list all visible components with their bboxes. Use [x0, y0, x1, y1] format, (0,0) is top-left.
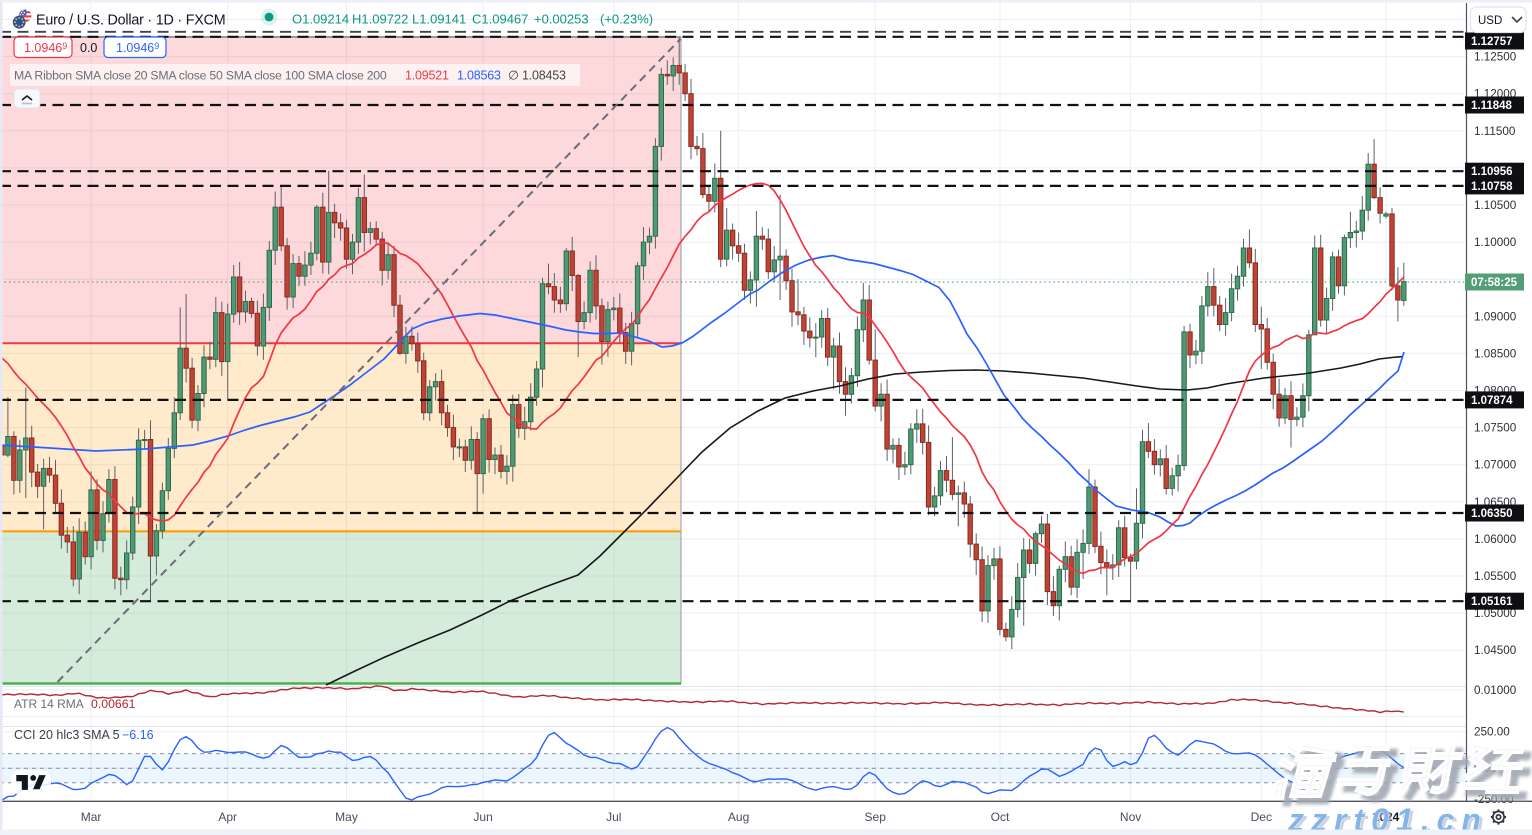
svg-text:1.05000: 1.05000	[1474, 607, 1517, 620]
svg-text:1.12757: 1.12757	[1471, 36, 1513, 48]
svg-text:May: May	[335, 810, 358, 824]
svg-text:1.10500: 1.10500	[1474, 199, 1517, 212]
svg-text:Jun: Jun	[473, 810, 492, 824]
svg-text:−6.16: −6.16	[122, 728, 154, 742]
svg-text:1.07000: 1.07000	[1474, 459, 1517, 472]
svg-text:1.12500: 1.12500	[1474, 51, 1517, 64]
svg-text:0.0: 0.0	[80, 41, 97, 55]
svg-text:Jul: Jul	[606, 810, 621, 824]
svg-text:1.11848: 1.11848	[1471, 100, 1513, 112]
svg-text:Mar: Mar	[81, 810, 102, 824]
svg-text:2024: 2024	[1373, 810, 1400, 824]
svg-text:1.09469: 1.09469	[24, 41, 67, 55]
svg-text:Apr: Apr	[218, 810, 237, 824]
svg-text:∅ 1.08453: ∅ 1.08453	[508, 69, 566, 83]
svg-text:1.07500: 1.07500	[1474, 422, 1517, 435]
svg-text:250.00: 250.00	[1474, 726, 1510, 739]
svg-text:1.07874: 1.07874	[1471, 395, 1513, 407]
svg-text:Sep: Sep	[865, 810, 887, 824]
svg-text:USD: USD	[1478, 15, 1502, 27]
svg-text:Nov: Nov	[1120, 810, 1141, 824]
svg-text:0.00661: 0.00661	[91, 697, 136, 711]
svg-text:1.11500: 1.11500	[1474, 125, 1516, 138]
svg-text:ATR 14 RMA: ATR 14 RMA	[14, 697, 84, 711]
svg-text:1.06350: 1.06350	[1471, 508, 1513, 520]
svg-text:Aug: Aug	[728, 810, 749, 824]
svg-text:1.06000: 1.06000	[1474, 533, 1517, 546]
svg-text:1.04500: 1.04500	[1474, 644, 1517, 657]
svg-text:0.01000: 0.01000	[1474, 684, 1517, 697]
svg-text:1.09000: 1.09000	[1474, 310, 1517, 323]
svg-text:MA Ribbon SMA close 20 SMA clo: MA Ribbon SMA close 20 SMA close 50 SMA …	[14, 69, 387, 83]
svg-text:1.10000: 1.10000	[1474, 236, 1517, 249]
svg-text:1.05500: 1.05500	[1474, 570, 1517, 583]
svg-text:07:58:25: 07:58:25	[1471, 277, 1518, 289]
svg-text:Oct: Oct	[991, 810, 1010, 824]
svg-text:1.08500: 1.08500	[1474, 347, 1517, 360]
svg-text:1.10758: 1.10758	[1471, 181, 1513, 193]
svg-text:1.09469: 1.09469	[116, 41, 159, 55]
svg-text:Euro / U.S. Dollar · 1D · FXCM: Euro / U.S. Dollar · 1D · FXCM	[36, 13, 225, 29]
svg-text:Dec: Dec	[1251, 810, 1272, 824]
svg-text:1.09521: 1.09521	[405, 69, 449, 83]
svg-text:1.05161: 1.05161	[1471, 596, 1513, 608]
svg-text:1.08563: 1.08563	[457, 69, 501, 83]
svg-text:CCI 20 hlc3 SMA 5: CCI 20 hlc3 SMA 5	[14, 728, 120, 742]
svg-text:1.10956: 1.10956	[1471, 166, 1513, 178]
